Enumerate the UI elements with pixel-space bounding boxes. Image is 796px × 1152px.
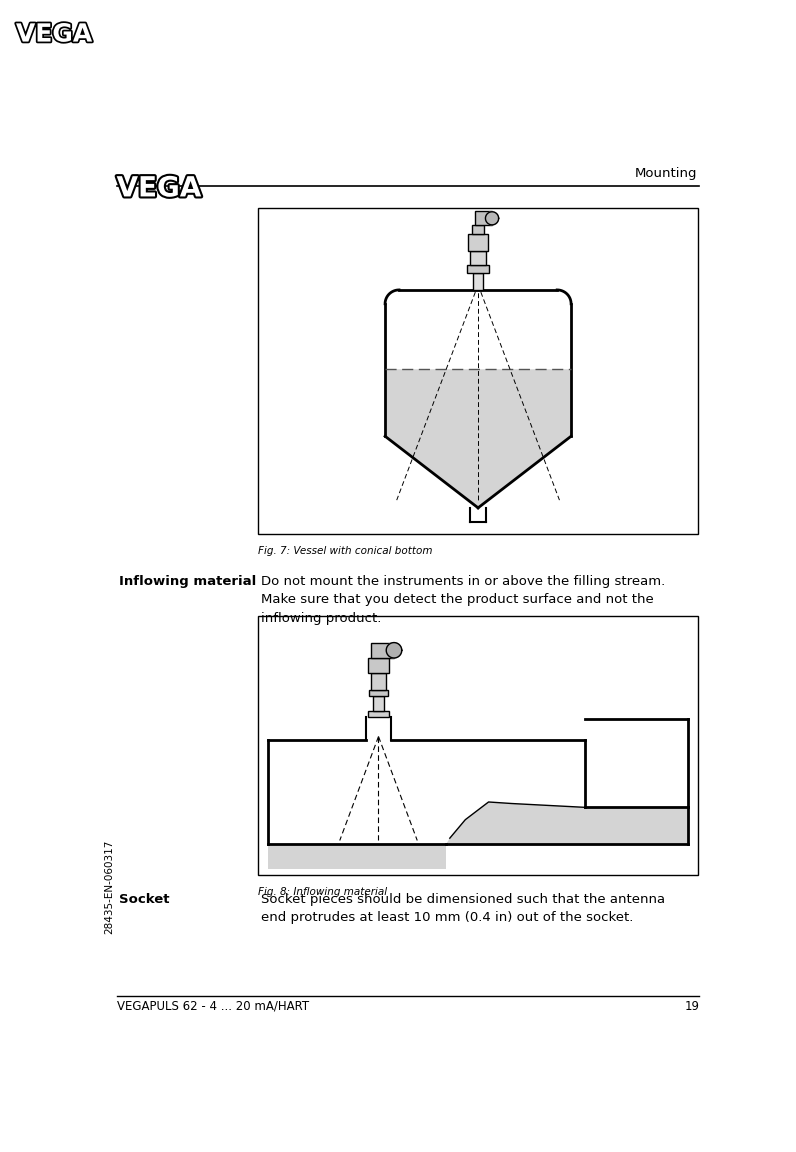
Text: VEGA: VEGA [16, 23, 92, 46]
Text: Inflowing material: Inflowing material [119, 575, 256, 588]
Text: VEGAPULS 62 - 4 ... 20 mA/HART: VEGAPULS 62 - 4 ... 20 mA/HART [116, 1000, 309, 1013]
Text: Mounting: Mounting [634, 167, 697, 180]
Polygon shape [386, 643, 402, 658]
Text: Socket pieces should be dimensioned such that the antenna
end protrudes at least: Socket pieces should be dimensioned such… [261, 893, 665, 924]
Bar [369, 711, 388, 718]
Bar [259, 207, 698, 535]
Text: Fig. 8: Inflowing material: Fig. 8: Inflowing material [259, 887, 388, 897]
Polygon shape [385, 370, 571, 508]
Bar [368, 658, 389, 674]
Bar [369, 690, 388, 696]
Polygon shape [446, 802, 689, 844]
Text: Fig. 7: Vessel with conical bottom: Fig. 7: Vessel with conical bottom [259, 546, 433, 556]
Text: Socket: Socket [119, 893, 170, 905]
Bar [371, 643, 394, 658]
Bar [472, 226, 484, 235]
Bar [371, 674, 386, 690]
Bar [373, 696, 384, 711]
Text: 28435-EN-060317: 28435-EN-060317 [103, 840, 114, 934]
Polygon shape [486, 212, 498, 225]
Bar [470, 251, 486, 265]
Bar [267, 844, 446, 869]
Bar [474, 273, 482, 290]
Text: 19: 19 [685, 1000, 700, 1013]
Bar [468, 235, 488, 251]
Bar [475, 211, 492, 226]
Text: VEGA: VEGA [116, 174, 201, 203]
Text: Do not mount the instruments in or above the filling stream.
Make sure that you : Do not mount the instruments in or above… [261, 575, 665, 624]
Bar [467, 265, 489, 273]
Bar [259, 615, 698, 876]
Bar [267, 844, 446, 869]
